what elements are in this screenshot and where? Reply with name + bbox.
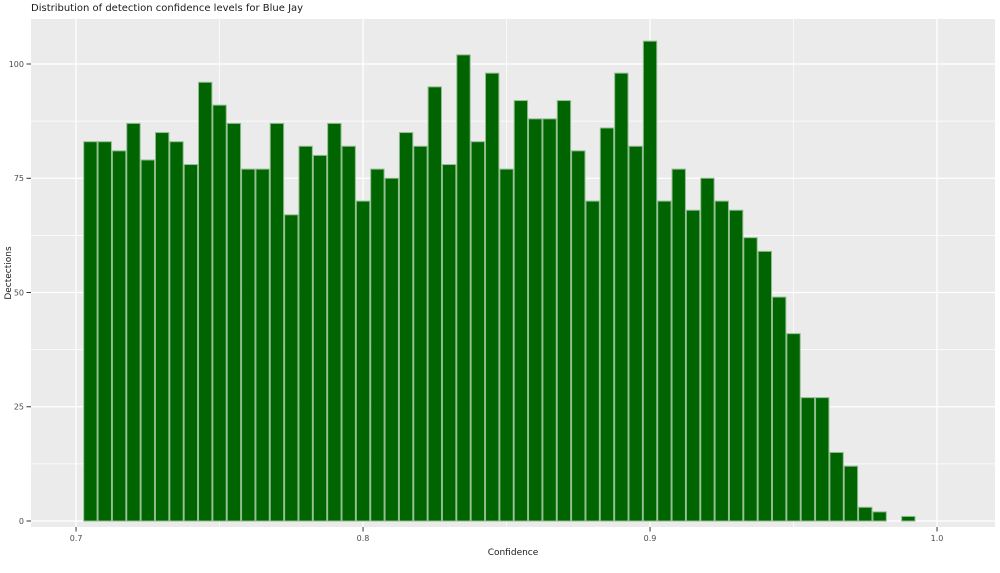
x-tick-label: 0.8	[357, 534, 370, 543]
histogram-bar	[528, 118, 543, 522]
histogram-bar	[671, 168, 686, 522]
histogram-bar	[542, 118, 557, 522]
histogram-bar	[714, 200, 729, 522]
histogram-bar	[111, 150, 127, 522]
histogram-bar	[126, 122, 141, 522]
x-axis-title: Confidence	[487, 548, 539, 558]
histogram-bar	[786, 333, 801, 522]
histogram-bar	[499, 168, 514, 522]
histogram-bar	[226, 122, 242, 522]
histogram-bar	[571, 150, 586, 522]
histogram-bar	[556, 100, 572, 522]
histogram-bar	[628, 145, 643, 522]
y-tick-label: 50	[14, 288, 24, 297]
histogram-bar	[685, 209, 701, 522]
histogram-bar	[815, 397, 830, 522]
histogram-bar	[642, 40, 658, 522]
histogram-bar	[513, 100, 529, 522]
histogram-bar	[614, 72, 629, 522]
histogram-bar	[757, 250, 773, 522]
histogram-bar	[198, 81, 213, 522]
histogram-bar	[255, 168, 270, 522]
histogram-bar	[341, 145, 356, 522]
histogram-bar	[140, 159, 155, 522]
histogram-bar	[743, 237, 758, 522]
histogram-bar	[800, 397, 816, 522]
histogram-bar	[298, 145, 313, 522]
histogram-bar	[427, 86, 442, 522]
histogram-bar	[413, 145, 428, 522]
histogram-bar	[858, 506, 873, 522]
histogram-bar	[843, 465, 859, 522]
histogram-bar	[700, 177, 715, 522]
histogram-bar	[872, 511, 887, 522]
histogram-bar	[456, 54, 471, 522]
histogram-bar	[901, 515, 916, 522]
y-tick-label: 25	[14, 403, 24, 412]
histogram-bar	[312, 154, 328, 522]
histogram-bar	[169, 141, 184, 522]
histogram-bar	[384, 177, 399, 522]
histogram-bar	[97, 141, 112, 522]
y-tick-label: 100	[9, 60, 24, 69]
x-tick-label: 0.7	[70, 534, 83, 543]
chart-title: Distribution of detection confidence lev…	[31, 3, 304, 14]
histogram-bar	[728, 209, 744, 522]
histogram-bar	[772, 296, 787, 522]
histogram-bar	[585, 200, 600, 522]
histogram-bar	[83, 141, 98, 522]
histogram-bar	[599, 127, 615, 522]
histogram-bar	[829, 451, 844, 522]
histogram-bar	[327, 122, 342, 522]
histogram-bar	[241, 168, 256, 522]
histogram-bar	[398, 132, 414, 522]
x-tick-label: 0.9	[644, 534, 657, 543]
histogram-bar	[470, 141, 486, 522]
histogram-bar	[212, 104, 227, 522]
histogram-bar	[485, 72, 500, 522]
histogram-bar	[269, 122, 285, 522]
histogram-bar	[370, 168, 385, 522]
y-tick-label: 0	[19, 517, 24, 526]
y-tick-label: 75	[14, 174, 24, 183]
x-tick-label: 1.0	[931, 534, 944, 543]
histogram-bar	[355, 200, 371, 522]
histogram-bar	[441, 164, 457, 522]
y-axis-title: Dectections	[4, 246, 14, 300]
histogram-bar	[183, 164, 199, 522]
histogram-bar	[154, 132, 170, 522]
histogram-bar	[284, 214, 299, 522]
histogram-bar	[657, 200, 672, 522]
